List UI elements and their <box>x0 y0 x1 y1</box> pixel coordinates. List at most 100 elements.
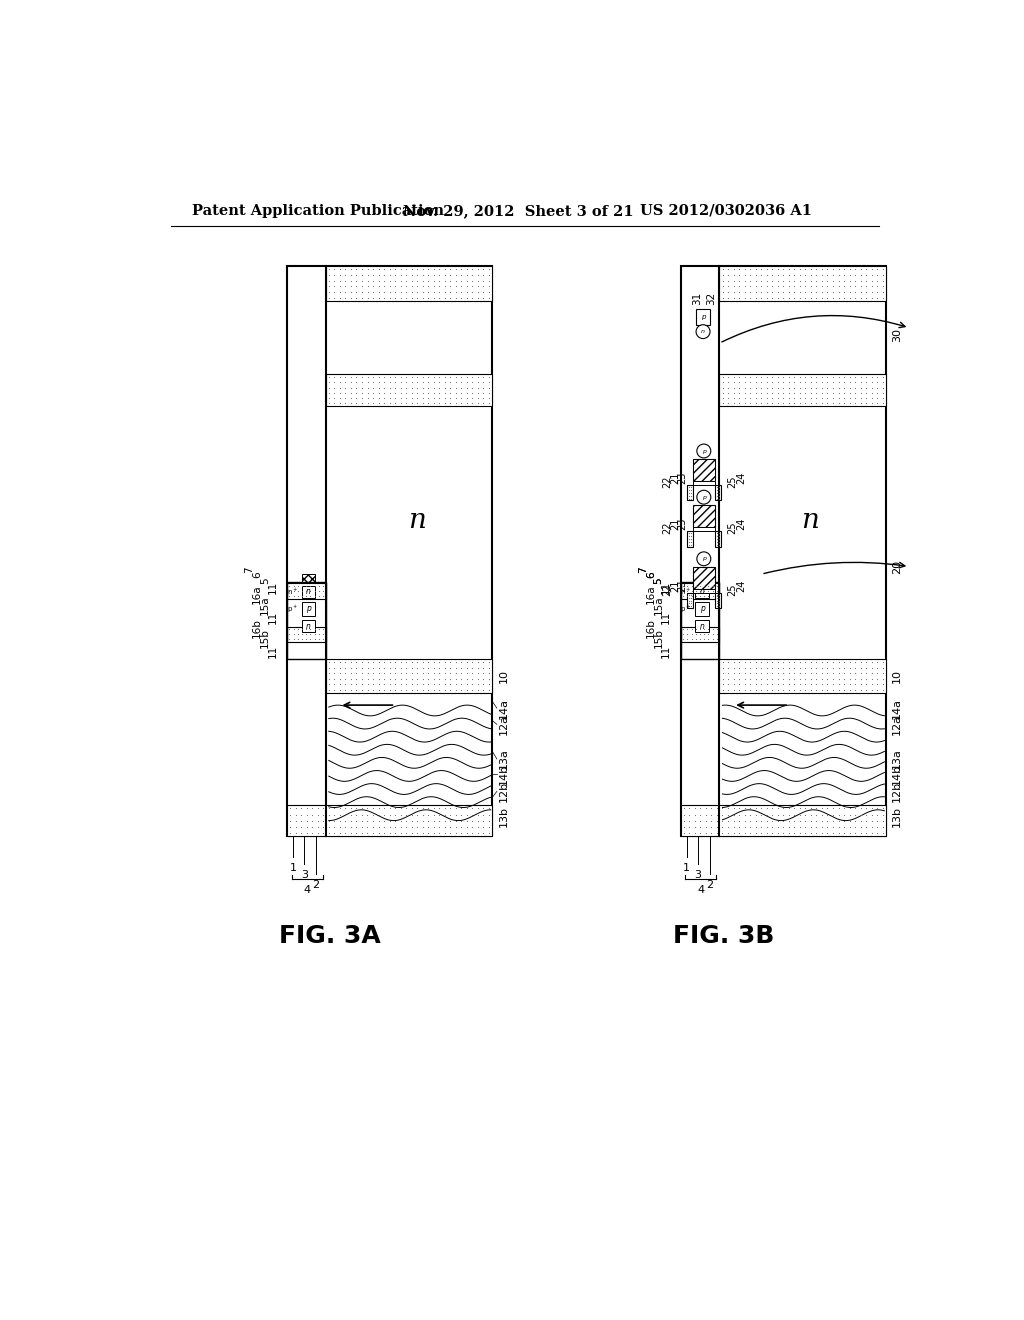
Circle shape <box>696 325 710 339</box>
Bar <box>681 267 886 836</box>
Text: 14a: 14a <box>892 698 902 718</box>
Text: 12b: 12b <box>499 780 509 803</box>
Bar <box>693 506 715 528</box>
Bar <box>719 267 886 301</box>
Bar <box>326 267 493 301</box>
Text: 7: 7 <box>638 566 648 573</box>
Text: 16a: 16a <box>646 585 655 605</box>
Text: 11: 11 <box>662 581 672 594</box>
Circle shape <box>697 490 711 504</box>
Bar <box>287 627 326 642</box>
Text: 4: 4 <box>303 884 310 895</box>
Text: 21: 21 <box>670 471 680 484</box>
Text: $\mathregular{p^+}$: $\mathregular{p^+}$ <box>680 603 691 615</box>
Bar <box>693 566 715 589</box>
Text: 21: 21 <box>670 517 680 531</box>
Bar <box>287 583 326 599</box>
Text: FIG. 3A: FIG. 3A <box>280 924 381 948</box>
Bar <box>719 374 886 407</box>
Text: 6: 6 <box>646 570 655 578</box>
Text: 11: 11 <box>267 581 278 594</box>
Text: 22: 22 <box>663 583 672 595</box>
Text: 3: 3 <box>301 870 308 880</box>
Bar <box>693 459 715 482</box>
Text: 31: 31 <box>692 292 702 305</box>
Text: 32: 32 <box>707 292 717 305</box>
Text: 2: 2 <box>312 879 319 890</box>
Bar <box>715 484 721 500</box>
Bar <box>687 484 693 500</box>
Text: Nov. 29, 2012  Sheet 3 of 21: Nov. 29, 2012 Sheet 3 of 21 <box>403 203 634 218</box>
Text: n: n <box>701 329 706 334</box>
Text: 16b: 16b <box>252 618 262 638</box>
Text: n: n <box>699 622 705 631</box>
Text: 11: 11 <box>662 611 672 624</box>
Text: p: p <box>700 314 706 319</box>
Text: 14b: 14b <box>499 764 509 785</box>
Text: 15a: 15a <box>260 595 270 615</box>
Text: 6: 6 <box>646 570 655 578</box>
Text: 21: 21 <box>670 579 680 591</box>
Text: n: n <box>306 587 311 597</box>
Text: 13a: 13a <box>499 748 509 770</box>
Bar <box>302 620 315 632</box>
Bar <box>695 602 709 615</box>
Bar <box>302 586 315 598</box>
Text: 11: 11 <box>267 644 278 657</box>
Text: p: p <box>306 605 311 614</box>
Text: 16a: 16a <box>252 585 262 605</box>
Bar <box>302 574 315 583</box>
Text: 13b: 13b <box>892 807 902 828</box>
Text: 15a: 15a <box>653 595 664 615</box>
Text: 23: 23 <box>678 517 687 531</box>
Bar <box>715 593 721 609</box>
Text: 24: 24 <box>736 471 746 484</box>
Bar <box>681 582 719 659</box>
Text: n: n <box>408 507 426 533</box>
Bar <box>693 528 715 531</box>
Text: 25: 25 <box>727 521 737 535</box>
Text: 7: 7 <box>245 566 254 573</box>
Bar <box>287 805 493 836</box>
Text: $\mathregular{n^+}$: $\mathregular{n^+}$ <box>287 587 298 597</box>
Bar <box>681 583 719 599</box>
Text: 10: 10 <box>499 669 509 682</box>
Text: 5: 5 <box>653 577 664 583</box>
Text: US 2012/0302036 A1: US 2012/0302036 A1 <box>640 203 811 218</box>
Text: 7: 7 <box>638 566 648 573</box>
Text: p: p <box>701 556 706 561</box>
Text: n: n <box>802 507 819 533</box>
Text: 6: 6 <box>252 570 262 578</box>
Text: 15b: 15b <box>260 628 270 648</box>
Text: 12a: 12a <box>499 714 509 735</box>
Bar <box>695 574 709 583</box>
Bar <box>687 531 693 546</box>
Text: 23: 23 <box>678 579 687 591</box>
Bar <box>681 627 719 642</box>
Text: 11: 11 <box>662 644 672 657</box>
Bar <box>287 267 493 836</box>
Text: 24: 24 <box>736 517 746 531</box>
Circle shape <box>697 552 711 566</box>
Text: 3: 3 <box>694 870 701 880</box>
Text: 5: 5 <box>260 577 270 583</box>
Text: $\mathregular{p^+}$: $\mathregular{p^+}$ <box>287 603 298 615</box>
Text: 30: 30 <box>892 329 902 342</box>
Text: 5: 5 <box>653 577 664 583</box>
Bar <box>687 593 693 609</box>
Text: 10: 10 <box>892 669 902 682</box>
Text: FIG. 3B: FIG. 3B <box>673 924 774 948</box>
Text: 11: 11 <box>267 611 278 624</box>
Text: 14a: 14a <box>499 698 509 718</box>
Text: 2: 2 <box>707 879 713 890</box>
Text: $\mathregular{n^+}$: $\mathregular{n^+}$ <box>680 587 691 597</box>
Text: 13a: 13a <box>892 748 902 770</box>
Text: 15b: 15b <box>653 628 664 648</box>
Text: Patent Application Publication: Patent Application Publication <box>191 203 443 218</box>
Bar <box>693 482 715 484</box>
Text: 13b: 13b <box>499 807 509 828</box>
Text: 24: 24 <box>736 579 746 591</box>
Text: n: n <box>699 587 705 597</box>
Text: 16b: 16b <box>646 618 655 638</box>
Circle shape <box>697 444 711 458</box>
